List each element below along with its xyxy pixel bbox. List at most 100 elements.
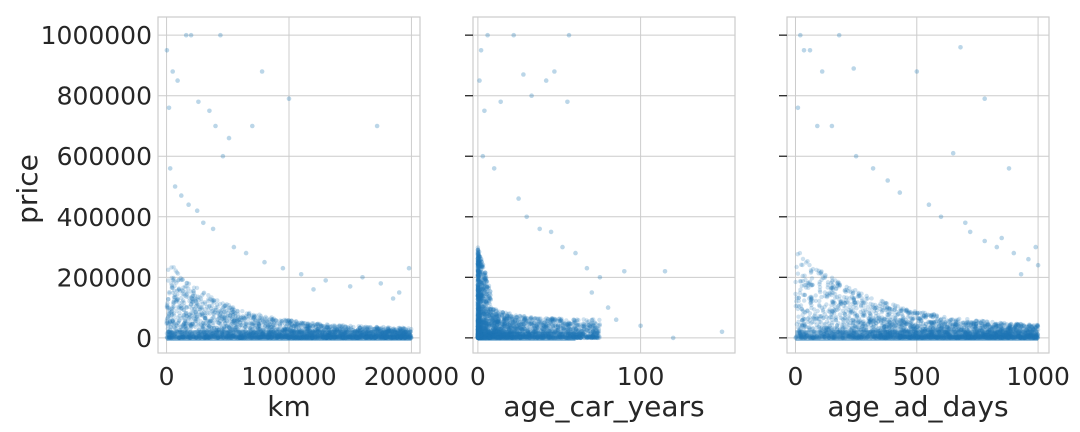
scatter-point xyxy=(345,335,350,340)
scatter-point xyxy=(390,332,395,337)
scatter-point xyxy=(398,335,404,340)
scatter-point xyxy=(216,320,222,326)
scatter-point xyxy=(204,304,210,309)
scatter-point xyxy=(387,335,392,340)
scatter-point xyxy=(194,300,199,306)
scatter-point xyxy=(489,331,494,337)
scatter-point xyxy=(194,335,199,340)
scatter-point xyxy=(168,318,173,324)
scatter-point xyxy=(405,334,410,339)
scatter-point xyxy=(377,331,383,336)
scatter-point xyxy=(259,335,264,340)
scatter-point xyxy=(286,318,291,323)
scatter-point xyxy=(171,275,176,281)
scatter-point xyxy=(255,321,260,326)
scatter-point xyxy=(263,334,268,339)
scatter-point xyxy=(170,69,175,74)
scatter-point xyxy=(484,324,489,330)
scatter-point xyxy=(366,335,371,340)
scatter-point xyxy=(236,334,241,339)
scatter-point xyxy=(341,335,346,341)
scatter-point xyxy=(388,335,394,341)
scatter-point xyxy=(475,313,481,318)
scatter-point xyxy=(262,320,268,325)
scatter-point xyxy=(317,326,322,331)
scatter-point xyxy=(171,321,177,327)
scatter-point xyxy=(211,323,216,328)
scatter-point xyxy=(311,330,316,335)
scatter-point xyxy=(408,333,414,338)
scatter-point xyxy=(184,314,189,319)
scatter-point xyxy=(381,335,386,340)
scatter-point xyxy=(486,309,491,315)
scatter-point xyxy=(365,325,370,330)
scatter-point xyxy=(327,332,332,337)
scatter-point xyxy=(239,333,244,338)
scatter-point xyxy=(373,333,378,339)
scatter-point xyxy=(268,327,274,332)
scatter-point xyxy=(336,335,341,340)
scatter-point xyxy=(312,323,317,328)
scatter-point xyxy=(291,330,297,335)
scatter-point xyxy=(310,328,316,333)
scatter-point xyxy=(235,319,241,324)
scatter-point xyxy=(305,326,310,331)
scatter-point xyxy=(297,334,302,339)
y-tick-label: 600000 xyxy=(57,142,152,171)
scatter-point xyxy=(299,321,304,327)
scatter-point xyxy=(230,330,236,336)
scatter-point xyxy=(253,334,258,340)
scatter-point xyxy=(309,330,314,335)
scatter-point xyxy=(291,330,297,335)
scatter-point xyxy=(387,335,392,340)
scatter-point xyxy=(204,335,209,340)
scatter-point xyxy=(212,307,218,313)
scatter-point xyxy=(189,331,195,336)
scatter-point xyxy=(583,332,588,337)
scatter-point xyxy=(210,319,215,324)
scatter-point xyxy=(392,329,397,334)
scatter-point xyxy=(309,335,315,341)
scatter-point xyxy=(218,308,223,314)
scatter-point xyxy=(197,307,203,312)
scatter-point xyxy=(487,316,492,322)
scatter-point xyxy=(183,335,189,340)
scatter-point xyxy=(483,323,489,328)
scatter-point xyxy=(261,327,266,332)
scatter-point xyxy=(289,322,294,327)
scatter-point xyxy=(372,335,377,341)
scatter-point xyxy=(207,335,212,340)
scatter-point xyxy=(226,135,232,141)
scatter-point xyxy=(379,331,384,336)
scatter-point xyxy=(188,289,193,294)
scatter-point xyxy=(362,335,367,340)
scatter-point xyxy=(357,328,362,334)
scatter-point xyxy=(476,333,481,339)
scatter-point xyxy=(220,332,225,337)
scatter-point xyxy=(237,335,242,340)
scatter-point xyxy=(365,335,370,340)
scatter-point xyxy=(498,333,503,338)
scatter-point xyxy=(188,322,193,327)
scatter-point xyxy=(282,326,287,331)
scatter-point xyxy=(536,323,541,329)
scatter-point xyxy=(361,325,367,330)
scatter-point xyxy=(267,332,272,338)
scatter-point xyxy=(380,335,385,340)
scatter-point xyxy=(338,330,344,335)
scatter-point xyxy=(373,332,379,337)
scatter-point xyxy=(304,335,310,340)
scatter-point xyxy=(503,310,508,315)
scatter-point xyxy=(352,333,358,338)
scatter-point xyxy=(299,333,305,338)
scatter-point xyxy=(477,268,482,273)
scatter-point xyxy=(518,335,523,340)
scatter-point xyxy=(304,335,310,340)
scatter-point xyxy=(201,334,206,340)
scatter-point xyxy=(279,319,285,324)
scatter-point xyxy=(546,334,551,339)
scatter-point xyxy=(295,331,300,336)
scatter-point xyxy=(248,320,253,326)
scatter-point xyxy=(303,323,308,329)
scatter-point xyxy=(363,328,368,333)
